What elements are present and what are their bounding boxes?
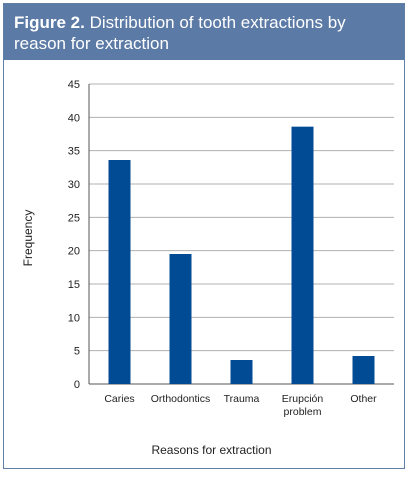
x-axis-title: Reasons for extraction [151, 443, 271, 457]
bar-chart: 0 5 10 15 20 25 30 35 40 45 Caries Orthodontics Trau… [21, 79, 394, 457]
bar [169, 254, 192, 384]
x-tick-label: Other [350, 393, 377, 405]
figure-label: Figure 2. [14, 13, 85, 32]
x-tick-label: Orthodontics [151, 393, 211, 405]
figure-caption: Distribution of tooth extractions by rea… [14, 13, 346, 53]
x-tick-label: Erupción [282, 393, 324, 405]
y-tick-label: 15 [68, 279, 80, 291]
y-tick-label: 0 [74, 379, 80, 391]
y-tick-label: 35 [68, 146, 80, 158]
x-tick-label: Trauma [224, 393, 260, 405]
bar [230, 360, 253, 384]
y-axis-title: Frequency [21, 210, 35, 267]
y-tick-label: 5 [74, 346, 80, 358]
figure-header: Figure 2. Distribution of tooth extracti… [4, 4, 404, 60]
chart-area: 0 5 10 15 20 25 30 35 40 45 Caries Orthodontics Trau… [4, 60, 404, 468]
y-tick-label: 20 [68, 246, 80, 258]
bar [291, 126, 314, 385]
y-tick-label: 30 [68, 179, 80, 191]
bar [352, 356, 375, 384]
y-tick-label: 45 [68, 79, 80, 91]
y-tick-label: 25 [68, 212, 80, 224]
figure-box: Figure 2. Distribution of tooth extracti… [3, 3, 405, 469]
y-tick-label: 10 [68, 312, 80, 324]
bar [108, 160, 131, 384]
y-tick-label: 40 [68, 112, 80, 124]
x-tick-label: problem [284, 406, 322, 418]
x-tick-label: Caries [104, 393, 134, 405]
